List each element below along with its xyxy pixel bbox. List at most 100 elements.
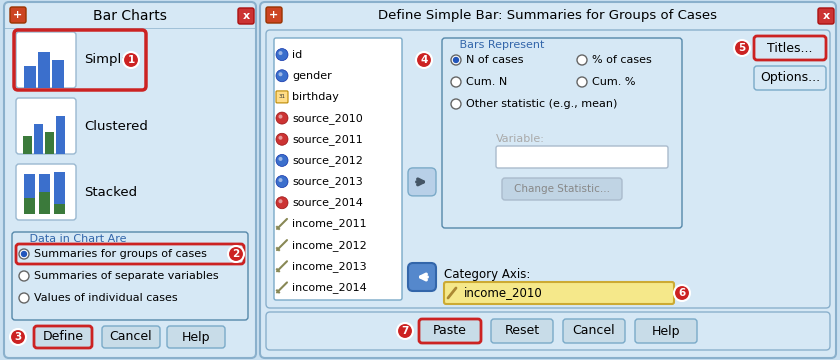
Text: gender: gender bbox=[292, 71, 332, 81]
Text: income_2011: income_2011 bbox=[292, 219, 366, 229]
Text: +: + bbox=[270, 10, 279, 20]
Bar bbox=[24, 174, 35, 198]
Circle shape bbox=[228, 246, 244, 262]
FancyBboxPatch shape bbox=[444, 282, 674, 304]
FancyBboxPatch shape bbox=[16, 164, 76, 220]
Text: source_2012: source_2012 bbox=[292, 155, 363, 166]
Text: x: x bbox=[822, 11, 830, 21]
Circle shape bbox=[454, 58, 459, 63]
FancyBboxPatch shape bbox=[491, 319, 553, 343]
Circle shape bbox=[276, 133, 288, 145]
Text: income_2013: income_2013 bbox=[292, 261, 366, 272]
Text: source_2011: source_2011 bbox=[292, 134, 363, 145]
Text: Define Simple Bar: Summaries for Groups of Cases: Define Simple Bar: Summaries for Groups … bbox=[379, 9, 717, 22]
Text: Options...: Options... bbox=[760, 72, 820, 85]
Circle shape bbox=[279, 199, 282, 203]
Bar bbox=[39, 174, 50, 192]
FancyBboxPatch shape bbox=[408, 263, 436, 291]
Text: Clustered: Clustered bbox=[84, 120, 148, 132]
Bar bbox=[45, 132, 54, 154]
Text: id: id bbox=[292, 50, 302, 60]
FancyBboxPatch shape bbox=[408, 168, 436, 196]
FancyBboxPatch shape bbox=[754, 66, 826, 90]
Text: Summaries for groups of cases: Summaries for groups of cases bbox=[34, 249, 207, 259]
Text: source_2014: source_2014 bbox=[292, 197, 363, 208]
FancyBboxPatch shape bbox=[167, 326, 225, 348]
Text: Values of individual cases: Values of individual cases bbox=[34, 293, 177, 303]
Text: Variable:: Variable: bbox=[496, 134, 545, 144]
Text: Bars Represent: Bars Represent bbox=[456, 40, 548, 50]
Text: 5: 5 bbox=[738, 43, 746, 53]
Text: 3: 3 bbox=[14, 332, 22, 342]
Circle shape bbox=[279, 114, 282, 118]
Circle shape bbox=[577, 77, 587, 87]
Text: Cancel: Cancel bbox=[110, 330, 152, 343]
Text: % of cases: % of cases bbox=[592, 55, 652, 65]
Circle shape bbox=[276, 197, 288, 209]
FancyBboxPatch shape bbox=[635, 319, 697, 343]
Circle shape bbox=[279, 157, 282, 161]
Bar bbox=[34, 124, 43, 154]
FancyBboxPatch shape bbox=[102, 326, 160, 348]
FancyBboxPatch shape bbox=[502, 178, 622, 200]
Circle shape bbox=[19, 249, 29, 259]
Circle shape bbox=[577, 55, 587, 65]
Bar bbox=[23, 136, 32, 154]
Text: 1: 1 bbox=[128, 55, 134, 65]
Circle shape bbox=[416, 52, 432, 68]
Circle shape bbox=[123, 52, 139, 68]
Bar bbox=[52, 60, 64, 88]
Circle shape bbox=[451, 77, 461, 87]
Text: Define: Define bbox=[43, 330, 83, 343]
Text: 31: 31 bbox=[279, 94, 286, 99]
Circle shape bbox=[674, 285, 690, 301]
Text: Titles...: Titles... bbox=[767, 41, 813, 54]
FancyBboxPatch shape bbox=[4, 2, 256, 358]
Text: Cancel: Cancel bbox=[573, 324, 616, 338]
Text: Stacked: Stacked bbox=[84, 185, 137, 198]
Text: income_2014: income_2014 bbox=[292, 282, 367, 293]
Circle shape bbox=[276, 49, 288, 60]
Text: Summaries of separate variables: Summaries of separate variables bbox=[34, 271, 218, 281]
FancyBboxPatch shape bbox=[419, 319, 481, 343]
FancyBboxPatch shape bbox=[442, 38, 682, 228]
Circle shape bbox=[276, 70, 288, 82]
Text: Reset: Reset bbox=[505, 324, 539, 338]
Circle shape bbox=[451, 99, 461, 109]
Circle shape bbox=[279, 72, 282, 76]
Text: Change Statistic...: Change Statistic... bbox=[514, 184, 610, 194]
Text: Cum. N: Cum. N bbox=[466, 77, 507, 87]
Circle shape bbox=[19, 271, 29, 281]
Circle shape bbox=[451, 55, 461, 65]
Circle shape bbox=[10, 329, 26, 345]
FancyBboxPatch shape bbox=[276, 91, 288, 103]
FancyBboxPatch shape bbox=[818, 8, 834, 24]
Circle shape bbox=[279, 51, 282, 55]
Text: birthday: birthday bbox=[292, 92, 339, 102]
Bar bbox=[56, 116, 65, 154]
FancyBboxPatch shape bbox=[266, 7, 282, 23]
Circle shape bbox=[276, 112, 288, 124]
FancyBboxPatch shape bbox=[260, 2, 836, 358]
FancyBboxPatch shape bbox=[496, 146, 668, 168]
Text: Other statistic (e.g., mean): Other statistic (e.g., mean) bbox=[466, 99, 617, 109]
Bar bbox=[54, 172, 65, 204]
Bar bbox=[24, 198, 35, 214]
Circle shape bbox=[19, 293, 29, 303]
Text: 2: 2 bbox=[233, 249, 239, 259]
FancyBboxPatch shape bbox=[274, 38, 402, 300]
Text: +: + bbox=[13, 10, 23, 20]
Text: Paste: Paste bbox=[433, 324, 467, 338]
Text: 4: 4 bbox=[420, 55, 428, 65]
Text: x: x bbox=[243, 11, 249, 21]
Text: Bar Charts: Bar Charts bbox=[93, 9, 167, 23]
Text: 6: 6 bbox=[679, 288, 685, 298]
FancyBboxPatch shape bbox=[12, 232, 248, 320]
FancyBboxPatch shape bbox=[238, 8, 254, 24]
Text: source_2013: source_2013 bbox=[292, 176, 363, 187]
Text: Cum. %: Cum. % bbox=[592, 77, 636, 87]
Text: N of cases: N of cases bbox=[466, 55, 523, 65]
Circle shape bbox=[276, 176, 288, 188]
Bar bbox=[24, 66, 36, 88]
Text: Category Axis:: Category Axis: bbox=[444, 268, 530, 281]
